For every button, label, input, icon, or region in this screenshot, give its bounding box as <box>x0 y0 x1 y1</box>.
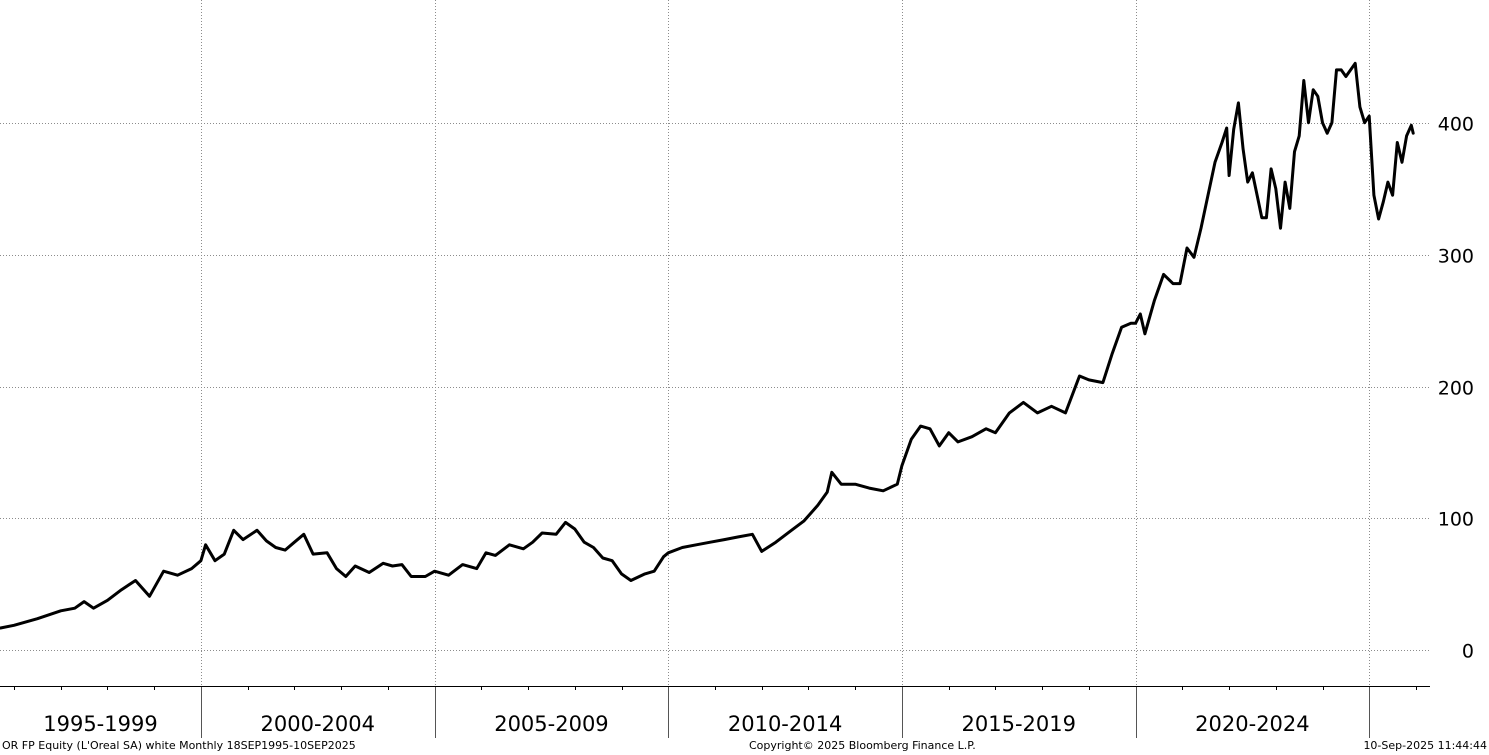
price-series-line <box>0 61 1415 630</box>
x-period-label: 2015-2019 <box>962 712 1076 736</box>
y-tick-labels: 0 100 200 300 400 <box>1438 114 1474 663</box>
grid-lines <box>0 0 1430 686</box>
footer-security-info: OR FP Equity (L'Oreal SA) white Monthly … <box>2 739 356 752</box>
x-period-label: 2000-2004 <box>261 712 375 736</box>
y-tick-label: 100 <box>1438 509 1474 531</box>
series-layer <box>0 61 1415 630</box>
x-period-labels: 1995-1999 2000-2004 2005-2009 2010-2014 2015… <box>43 712 1309 736</box>
y-tick-label: 300 <box>1438 246 1474 268</box>
y-tick-label: 0 <box>1462 641 1474 663</box>
y-tick-label: 200 <box>1438 378 1474 400</box>
footer-timestamp: 10-Sep-2025 11:44:44 <box>1363 739 1487 752</box>
y-tick-label: 400 <box>1438 114 1474 136</box>
x-period-label: 2005-2009 <box>494 712 608 736</box>
axes <box>0 686 1430 738</box>
x-period-label: 2020-2024 <box>1195 712 1309 736</box>
footer-copyright: Copyright© 2025 Bloomberg Finance L.P. <box>749 739 976 752</box>
x-period-label: 2010-2014 <box>728 712 842 736</box>
x-period-label: 1995-1999 <box>43 712 157 736</box>
